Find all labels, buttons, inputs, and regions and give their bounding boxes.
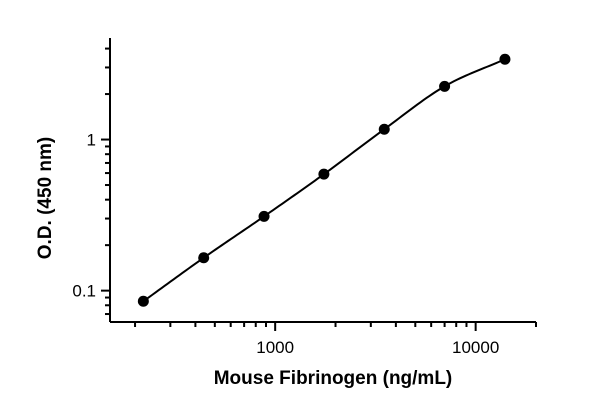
ticks [101,47,537,331]
x-tick-label: 10000 [452,338,499,357]
data-point [439,80,451,92]
x-tick-label: 1000 [256,338,294,357]
x-axis-title: Mouse Fibrinogen (ng/mL) [214,368,453,389]
data-point [258,210,270,222]
y-tick-label: 0.1 [72,282,96,301]
data-point [198,252,210,264]
y-axis-title: O.D. (450 nm) [35,137,56,259]
data-point [137,295,149,307]
data-point [499,53,511,65]
data-point [318,168,330,180]
data-point [378,123,390,135]
tick-labels: 1000 10000 0.1 1 [72,131,499,357]
fit-curve [142,58,506,303]
y-tick-label: 1 [87,131,96,150]
axes [109,38,536,323]
data-points [137,53,511,307]
